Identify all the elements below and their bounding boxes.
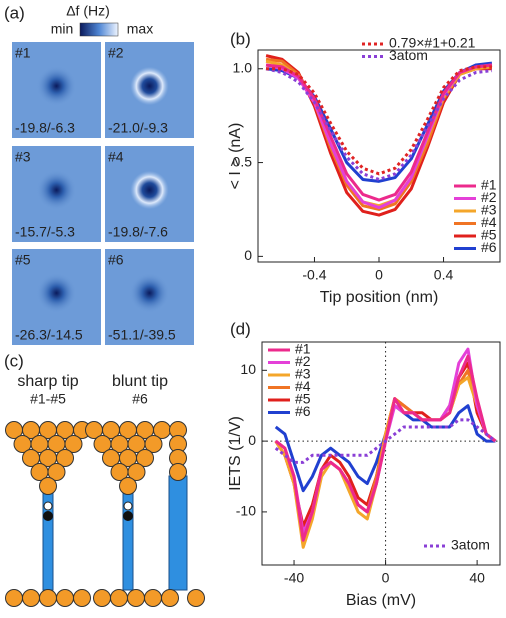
- tile-values: -19.8/-7.6: [108, 224, 168, 240]
- tile-id: #4: [108, 149, 124, 165]
- tip-name: blunt tip: [112, 373, 168, 390]
- atom: [73, 589, 91, 607]
- molecule-o: [43, 501, 53, 511]
- molecule-o: [123, 501, 133, 511]
- tile-id: #1: [15, 45, 31, 61]
- legend-label: #1: [481, 177, 497, 193]
- series-line: [265, 67, 493, 181]
- atom: [127, 589, 145, 607]
- panel-label: (b): [230, 29, 251, 48]
- molecule-c: [123, 511, 133, 521]
- panel-label: (a): [4, 3, 25, 22]
- colorbar-min: min: [51, 21, 74, 37]
- y-axis-label: IETS (1/V): [227, 416, 244, 491]
- x-tick-label: 0.4: [434, 267, 454, 283]
- legend-label: #5: [481, 227, 497, 243]
- y-tick-label: 0: [248, 432, 256, 448]
- series-line: [266, 65, 492, 176]
- afm-spot: [125, 62, 174, 110]
- atom: [187, 589, 205, 607]
- tile-id: #3: [15, 149, 31, 165]
- atom: [136, 449, 154, 467]
- x-axis-label: Tip position (nm): [320, 289, 439, 306]
- legend-label: 3atom: [451, 537, 490, 553]
- legend-label: #6: [481, 239, 497, 255]
- atom: [169, 463, 187, 481]
- colorbar: [79, 22, 119, 37]
- atom: [5, 589, 23, 607]
- legend-label: #4: [481, 214, 497, 230]
- tile-values: -51.1/-39.5: [108, 327, 176, 343]
- legend-label: #1: [295, 341, 311, 357]
- legend-label: #3: [295, 366, 311, 382]
- series-line: [274, 418, 497, 464]
- y-tick-label: 10: [240, 361, 256, 377]
- legend-label: #4: [295, 378, 311, 394]
- x-tick-label: -40: [284, 570, 304, 586]
- colorbar-title: Δf (Hz): [66, 3, 110, 19]
- y-tick-label: 0.5: [233, 153, 253, 169]
- afm-spot: [129, 273, 170, 313]
- legend-label: 3atom: [389, 47, 428, 63]
- legend-label: #5: [295, 391, 311, 407]
- atom: [144, 435, 163, 453]
- tile-id: #5: [15, 252, 31, 268]
- atom: [39, 477, 57, 495]
- tip-name: sharp tip: [17, 373, 78, 390]
- plot-frame: [261, 341, 501, 566]
- plot-frame: [257, 49, 501, 263]
- tile-id: #6: [108, 252, 124, 268]
- tip-diagram: sharp tip#1-#5 blunt tip#6: [5, 373, 205, 607]
- atom: [161, 589, 179, 607]
- atom: [127, 463, 146, 481]
- atom: [56, 449, 74, 467]
- tile-id: #2: [108, 45, 124, 61]
- tunnel-channel: [168, 475, 188, 591]
- legend-label: #6: [295, 403, 311, 419]
- atom: [47, 463, 66, 481]
- x-tick-label: -0.4: [302, 267, 326, 283]
- atom: [56, 589, 74, 607]
- panel-label: (c): [4, 351, 24, 370]
- y-tick-label: 1.0: [233, 59, 253, 75]
- atom: [22, 589, 40, 607]
- legend-label: #2: [481, 189, 497, 205]
- afm-spot: [36, 66, 77, 106]
- charts: (b) -0.4 0 0.4 0 0.5 1.0 Tip position (nm) < I >…: [227, 29, 501, 609]
- legend-label: #3: [481, 202, 497, 218]
- atom: [64, 435, 83, 453]
- tile-values: -15.7/-5.3: [15, 224, 75, 240]
- afm-spot: [36, 273, 77, 313]
- molecule-c: [43, 511, 53, 521]
- y-tick-label: 0: [244, 247, 252, 263]
- y-axis-label: < I > (nA): [227, 123, 244, 190]
- colorbar-max: max: [127, 21, 153, 37]
- x-axis-label: Bias (mV): [346, 592, 416, 609]
- afm-spot: [125, 166, 174, 214]
- atom: [119, 477, 137, 495]
- legend-label: 0.79×#1+0.21: [389, 35, 476, 51]
- tip-ids: #1-#5: [30, 391, 66, 407]
- atom: [93, 589, 111, 607]
- series-line: [265, 63, 493, 202]
- atom: [110, 589, 128, 607]
- x-tick-label: 0: [382, 570, 390, 586]
- atom: [39, 589, 57, 607]
- atom: [144, 589, 162, 607]
- tip-ids: #6: [132, 391, 148, 407]
- panel-label: (d): [230, 319, 251, 338]
- tile-values: -21.0/-9.3: [108, 120, 168, 136]
- tiles: #1 -19.8/-6.3 #2 -21.0/-9.3 #3 -15.7/-5.3 #4 -1…: [12, 42, 194, 345]
- tile-values: -26.3/-14.5: [15, 327, 83, 343]
- afm-spot: [36, 170, 77, 210]
- x-tick-label: 0: [375, 267, 383, 283]
- tile-values: -19.8/-6.3: [15, 120, 75, 136]
- legend-label: #2: [295, 353, 311, 369]
- y-tick-label: -10: [236, 503, 256, 519]
- x-tick-label: 40: [469, 570, 485, 586]
